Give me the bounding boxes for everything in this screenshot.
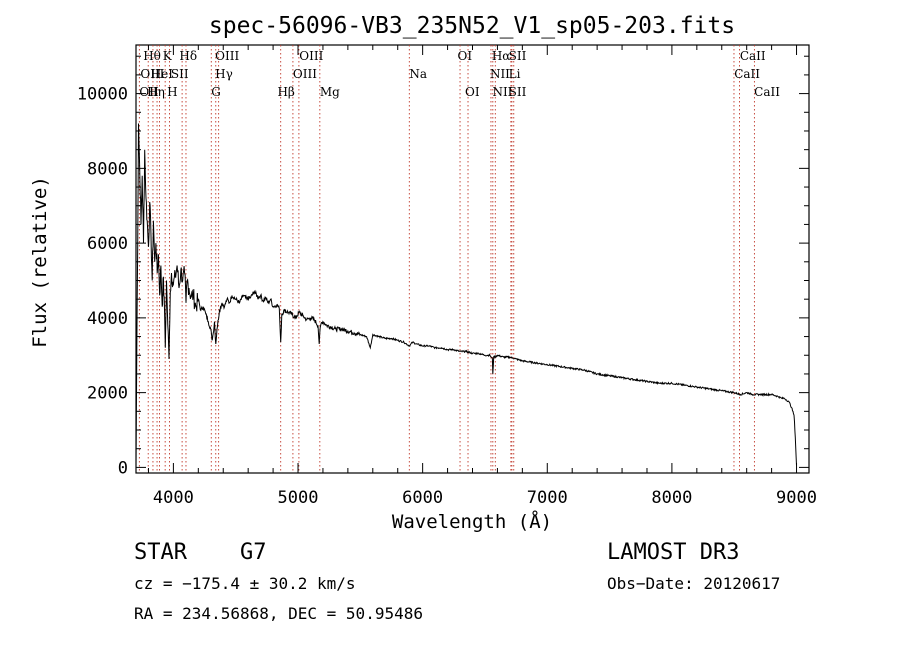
- x-tick-label: 9000: [776, 488, 817, 508]
- line-label-12: OIII: [299, 49, 323, 63]
- line-label-18: OI: [465, 85, 480, 99]
- y-tick-label: 0: [118, 458, 128, 478]
- line-label-19: Hα: [492, 49, 511, 63]
- line-label-20: SII: [509, 49, 527, 63]
- line-label-15: Mg: [320, 85, 340, 99]
- obs-date-text: Obs−Date: 20120617: [607, 574, 781, 593]
- redshift-text: cz = −175.4 ± 30.2 km/s: [134, 574, 356, 593]
- line-label-24: SII: [509, 85, 527, 99]
- line-label-21: NII: [490, 67, 510, 81]
- line-label-11: G: [211, 85, 221, 99]
- line-label-10: Hγ: [215, 67, 233, 81]
- y-axis-ticks: 0 2000 4000 6000 8000 10000: [77, 55, 809, 478]
- x-tick-label: 4000: [153, 488, 194, 508]
- y-axis-label: Flux (relative): [29, 176, 51, 348]
- line-label-23: NII: [492, 85, 512, 99]
- line-label-8: Hδ: [179, 49, 197, 63]
- chart-title: spec-56096-VB3_235N52_V1_sp05-203.fits: [209, 13, 735, 39]
- y-tick-label: 8000: [87, 159, 128, 179]
- series-group: [135, 123, 797, 466]
- line-label-5: K: [163, 49, 173, 63]
- y-tick-label: 4000: [87, 309, 128, 329]
- plot-frame: [135, 44, 810, 474]
- line-label-26: CaII: [734, 67, 760, 81]
- series-line-0: [135, 123, 797, 466]
- line-label-14: Hβ: [277, 85, 294, 99]
- x-tick-label: 5000: [278, 488, 319, 508]
- line-label-0: OII: [139, 85, 159, 99]
- line-label-9: OIII: [215, 49, 239, 63]
- line-label-22: Li: [509, 67, 521, 81]
- x-axis-ticks: 4000 5000 6000 7000 8000 9000: [147, 45, 817, 508]
- y-tick-label: 10000: [77, 85, 128, 105]
- line-label-4: HeI: [151, 67, 174, 81]
- spectral-line-markers: [138, 45, 755, 473]
- x-tick-label: 7000: [527, 488, 568, 508]
- survey-label: LAMOST DR3: [607, 540, 740, 565]
- line-label-16: Na: [409, 67, 427, 81]
- x-tick-label: 6000: [402, 488, 443, 508]
- y-tick-label: 6000: [87, 234, 128, 254]
- x-axis-label: Wavelength (Å): [392, 510, 552, 533]
- object-subclass: G7: [240, 540, 267, 565]
- line-label-25: CaII: [740, 49, 766, 63]
- line-label-1: Hθ: [143, 49, 161, 63]
- y-tick-label: 2000: [87, 384, 128, 404]
- line-label-13: OIII: [293, 67, 317, 81]
- line-label-7: SII: [171, 67, 189, 81]
- x-tick-label: 8000: [651, 488, 692, 508]
- line-label-17: OI: [458, 49, 473, 63]
- object-class: STAR: [134, 540, 187, 565]
- spectral-line-labels: OII Hθ OIII Hη HeI K H SII Hδ OIII Hγ G OIII OIII Hβ Mg…: [139, 49, 780, 99]
- line-label-6: H: [167, 85, 177, 99]
- line-label-3: Hη: [147, 85, 165, 99]
- line-label-27: CaII: [754, 85, 780, 99]
- coordinates-text: RA = 234.56868, DEC = 50.95486: [134, 604, 423, 623]
- line-label-2: OIII: [140, 67, 164, 81]
